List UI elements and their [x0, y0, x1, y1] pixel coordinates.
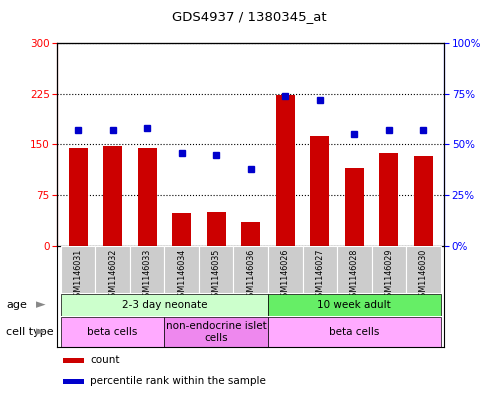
Text: GSM1146032: GSM1146032 — [108, 248, 117, 302]
Text: ►: ► — [36, 298, 46, 312]
Bar — [302, 246, 337, 293]
Bar — [172, 213, 191, 246]
Text: GSM1146028: GSM1146028 — [350, 248, 359, 302]
Bar — [268, 246, 302, 293]
Text: GSM1146027: GSM1146027 — [315, 248, 324, 302]
Bar — [414, 156, 433, 246]
Text: cell type: cell type — [6, 327, 54, 337]
Text: 10 week adult: 10 week adult — [317, 300, 391, 310]
Bar — [138, 148, 157, 246]
Bar — [165, 246, 199, 293]
Text: beta cells: beta cells — [329, 327, 380, 337]
Text: 2-3 day neonate: 2-3 day neonate — [122, 300, 207, 310]
Bar — [268, 317, 441, 347]
Text: count: count — [90, 355, 120, 365]
Bar — [234, 246, 268, 293]
Bar — [379, 152, 398, 246]
Bar — [372, 246, 406, 293]
Text: GSM1146030: GSM1146030 — [419, 248, 428, 301]
Bar — [406, 246, 441, 293]
Text: GSM1146031: GSM1146031 — [73, 248, 83, 301]
Text: GSM1146034: GSM1146034 — [177, 248, 186, 301]
Bar — [103, 146, 122, 246]
Text: beta cells: beta cells — [87, 327, 138, 337]
Bar — [61, 317, 165, 347]
Bar — [68, 148, 88, 246]
Bar — [130, 246, 165, 293]
Bar — [63, 358, 84, 363]
Bar — [268, 294, 441, 316]
Text: ►: ► — [36, 325, 46, 338]
Bar — [199, 246, 234, 293]
Bar — [310, 136, 329, 246]
Bar — [276, 95, 295, 246]
Bar — [207, 212, 226, 246]
Bar — [165, 317, 268, 347]
Text: GDS4937 / 1380345_at: GDS4937 / 1380345_at — [172, 10, 327, 23]
Text: age: age — [6, 300, 27, 310]
Text: GSM1146029: GSM1146029 — [384, 248, 393, 302]
Text: non-endocrine islet
cells: non-endocrine islet cells — [166, 321, 266, 343]
Bar — [95, 246, 130, 293]
Text: GSM1146036: GSM1146036 — [246, 248, 255, 301]
Bar — [63, 379, 84, 384]
Bar — [345, 168, 364, 246]
Text: GSM1146026: GSM1146026 — [281, 248, 290, 302]
Text: GSM1146033: GSM1146033 — [143, 248, 152, 301]
Bar — [337, 246, 372, 293]
Bar — [61, 294, 268, 316]
Bar — [241, 222, 260, 246]
Text: percentile rank within the sample: percentile rank within the sample — [90, 376, 266, 386]
Bar — [61, 246, 95, 293]
Text: GSM1146035: GSM1146035 — [212, 248, 221, 302]
